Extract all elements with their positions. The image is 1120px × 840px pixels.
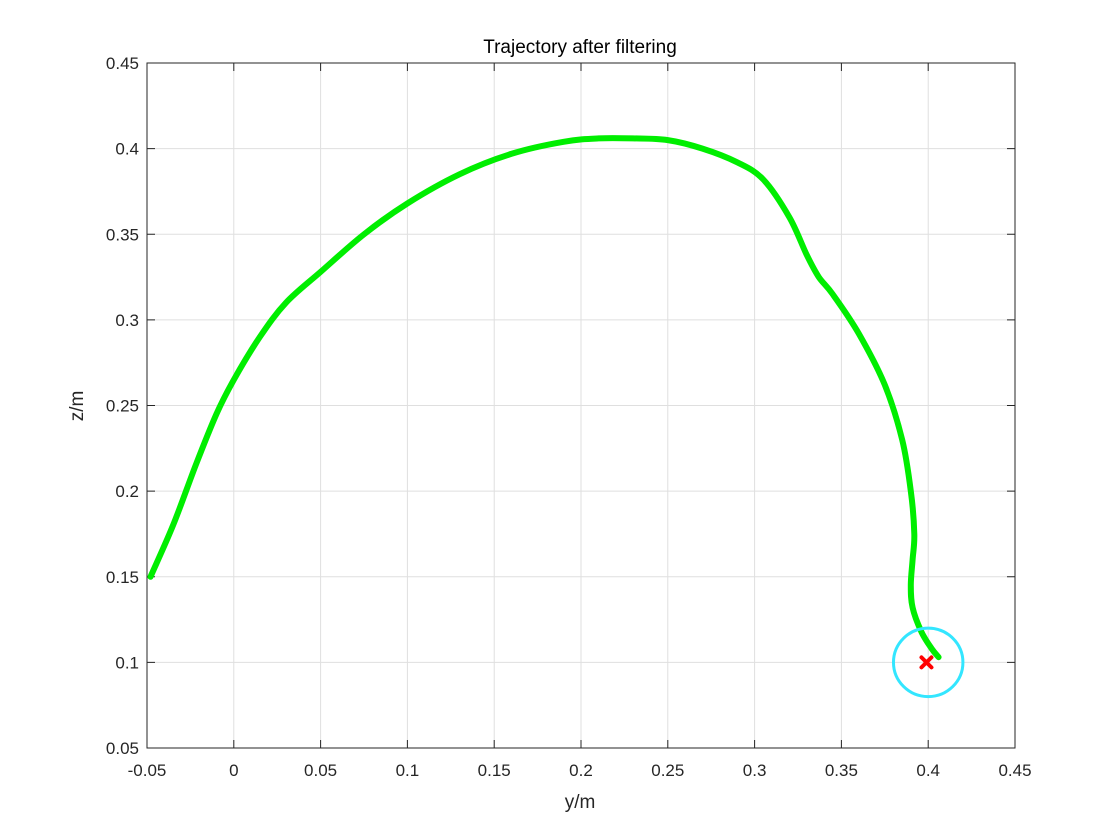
x-tick-label: 0.4: [916, 761, 940, 780]
y-tick-label: 0.1: [115, 653, 139, 672]
y-tick-label: 0.35: [106, 225, 139, 244]
chart-title: Trajectory after filtering: [483, 37, 677, 58]
x-tick-label: 0.1: [396, 761, 420, 780]
y-tick-label: 0.3: [115, 311, 139, 330]
x-tick-labels: -0.05 0 0.05 0.1 0.15 0.2 0.25 0.3 0.35 0.4 0.45: [128, 761, 1032, 780]
x-tick-label: 0.05: [304, 761, 337, 780]
axis-ticks: [146, 62, 1016, 749]
x-tick-label: 0.3: [743, 761, 767, 780]
y-tick-label: 0.4: [115, 140, 139, 159]
y-tick-label: 0.45: [106, 54, 139, 73]
target-marker-stroke: [919, 655, 934, 670]
y-tick-label: 0.2: [115, 482, 139, 501]
x-tick-label: -0.05: [128, 761, 167, 780]
x-tick-label: 0.25: [651, 761, 684, 780]
y-tick-label: 0.15: [106, 568, 139, 587]
y-axis-label: z/m: [67, 391, 88, 422]
target-circle: [891, 626, 965, 699]
data-series: [147, 135, 965, 699]
x-axis-label: y/m: [565, 792, 596, 813]
x-tick-label: 0.45: [998, 761, 1031, 780]
x-tick-label: 0.15: [478, 761, 511, 780]
y-tick-label: 0.05: [106, 739, 139, 758]
x-tick-label: 0.2: [569, 761, 593, 780]
trajectory-line: [147, 135, 942, 661]
y-tick-label: 0.25: [106, 397, 139, 416]
x-tick-label: 0: [229, 761, 238, 780]
y-tick-labels: 0.05 0.1 0.15 0.2 0.25 0.3 0.35 0.4 0.45: [106, 54, 139, 758]
x-tick-label: 0.35: [825, 761, 858, 780]
target-marker: [919, 655, 934, 670]
